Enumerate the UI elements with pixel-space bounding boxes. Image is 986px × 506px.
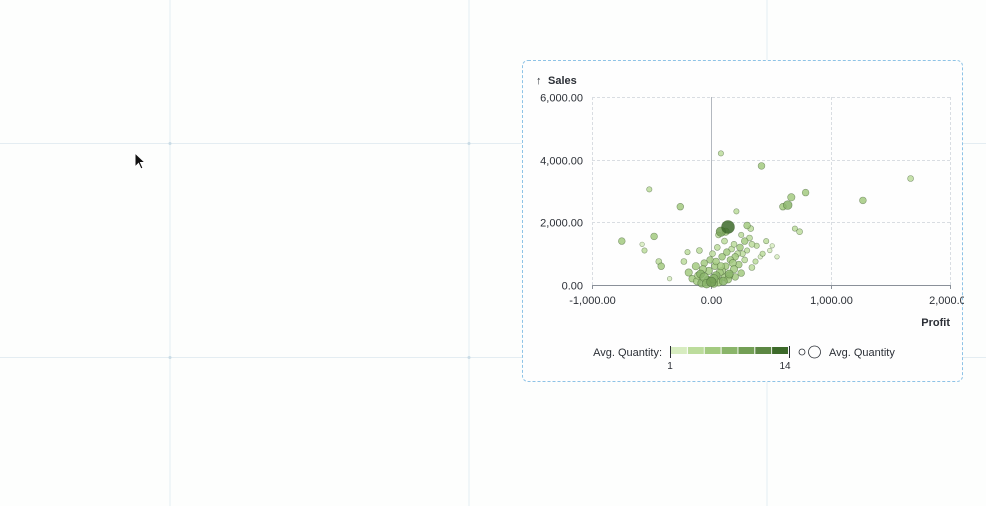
x-tick-label: 2,000.00 <box>929 295 964 307</box>
legend-color-max: 14 <box>779 361 791 372</box>
scatter-point[interactable] <box>730 241 738 248</box>
x-tick-label: -1,000.00 <box>569 295 615 307</box>
scatter-point[interactable] <box>650 232 658 241</box>
scatter-point[interactable] <box>769 243 775 249</box>
chart-widget[interactable]: 0.00 2,000.00 4,000.00 6,000.00 -1,000.00 0.0… <box>522 60 964 382</box>
scatter-point[interactable] <box>774 254 780 260</box>
y-tick-label: 6,000.00 <box>540 93 583 105</box>
legend-ramp-swatch <box>738 347 755 354</box>
scatter-point[interactable] <box>907 175 914 182</box>
y-axis-title: ↑ Sales <box>536 75 577 87</box>
legend-ramp-swatch <box>687 347 704 354</box>
legend-size-small-icon <box>798 348 806 356</box>
scatter-point[interactable] <box>639 241 645 247</box>
scatter-point[interactable] <box>724 269 734 279</box>
scatter-point[interactable] <box>743 221 751 230</box>
axes: 0.00 2,000.00 4,000.00 6,000.00 -1,000.00 0.0… <box>540 93 964 308</box>
scatter-point[interactable] <box>721 237 728 245</box>
scatter-point[interactable] <box>646 186 653 193</box>
legend-size-large-icon <box>808 345 821 359</box>
legend-ramp-swatch <box>671 347 687 354</box>
y-axis-label: Sales <box>548 75 577 87</box>
scatter-point[interactable] <box>714 244 721 251</box>
mouse-cursor-icon <box>134 152 147 170</box>
scatter-point[interactable] <box>717 150 724 157</box>
scatter-point[interactable] <box>709 250 716 257</box>
scatter-point[interactable] <box>684 249 691 256</box>
scatter-point[interactable] <box>748 264 756 271</box>
data-points <box>618 150 914 289</box>
y-tick-label: 4,000.00 <box>540 156 583 168</box>
scatter-point[interactable] <box>738 231 745 238</box>
legend-color-title: Avg. Quantity: <box>593 347 662 359</box>
legend-ramp-swatch <box>772 347 788 354</box>
scatter-point[interactable] <box>759 250 766 257</box>
x-tick-label: 1,000.00 <box>810 295 853 307</box>
scatter-point[interactable] <box>741 256 748 264</box>
legend-color-min: 1 <box>667 361 673 372</box>
legend: Avg. Quantity: 1 14 Avg. Quantity <box>593 345 895 372</box>
scatter-point[interactable] <box>718 276 728 286</box>
x-tick-label: 0.00 <box>701 295 722 307</box>
scatter-point[interactable] <box>741 237 749 245</box>
scatter-point[interactable] <box>767 247 773 254</box>
scatter-point[interactable] <box>801 188 810 197</box>
scatter-point[interactable] <box>757 162 766 170</box>
x-axis-label: Profit <box>921 317 950 329</box>
grid-lines <box>592 97 951 286</box>
scatter-point[interactable] <box>744 247 751 254</box>
scatter-point[interactable] <box>796 228 803 235</box>
scatter-chart: 0.00 2,000.00 4,000.00 6,000.00 -1,000.00 0.0… <box>536 75 964 372</box>
scatter-point[interactable] <box>618 237 626 245</box>
scatter-point[interactable] <box>696 247 703 254</box>
scatter-point[interactable] <box>859 196 867 205</box>
scatter-point[interactable] <box>723 248 731 256</box>
legend-size-title: Avg. Quantity <box>829 347 895 359</box>
scatter-point[interactable] <box>691 262 700 271</box>
legend-ramp-swatch <box>721 347 738 354</box>
scatter-point[interactable] <box>752 258 759 265</box>
scatter-point[interactable] <box>657 262 665 270</box>
y-axis-arrow-icon: ↑ <box>536 75 542 87</box>
y-tick-label: 0.00 <box>562 281 583 293</box>
scatter-point[interactable] <box>641 247 648 254</box>
scatter-point[interactable] <box>716 262 725 271</box>
scatter-point[interactable] <box>791 225 798 232</box>
scatter-point[interactable] <box>712 257 720 266</box>
scatter-point[interactable] <box>748 241 756 248</box>
legend-ramp-swatch <box>704 347 721 354</box>
scatter-point[interactable] <box>721 220 735 234</box>
scatter-point[interactable] <box>787 193 796 202</box>
scatter-point[interactable] <box>736 243 744 252</box>
scatter-point[interactable] <box>783 200 793 210</box>
legend-color-ramp <box>671 347 788 354</box>
scatter-point[interactable] <box>718 253 726 261</box>
scatter-point[interactable] <box>676 203 685 211</box>
scatter-point[interactable] <box>684 268 693 277</box>
scatter-point[interactable] <box>680 258 688 265</box>
legend-ramp-swatch <box>755 347 772 354</box>
x-axis-title: Profit <box>921 317 950 329</box>
y-tick-label: 2,000.00 <box>540 218 583 230</box>
scatter-point[interactable] <box>737 269 745 277</box>
scatter-point[interactable] <box>763 238 770 245</box>
scatter-point[interactable] <box>733 208 740 215</box>
scatter-point[interactable] <box>667 276 673 282</box>
scatter-point[interactable] <box>706 276 717 287</box>
